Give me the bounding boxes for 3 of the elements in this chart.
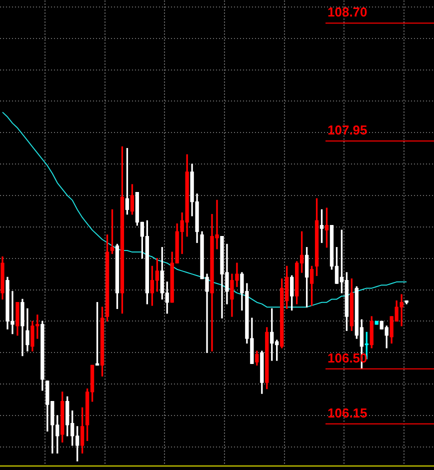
ref-line-label: 108.70	[328, 4, 368, 20]
ref-line-label: 107.95	[328, 122, 368, 138]
ref-line-label: 106.15	[328, 405, 368, 420]
